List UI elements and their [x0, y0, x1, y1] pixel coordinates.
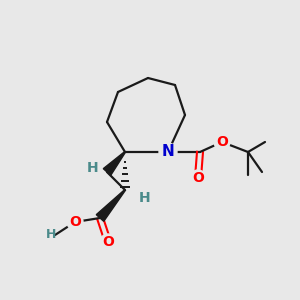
- Circle shape: [214, 134, 230, 150]
- Text: N: N: [162, 145, 174, 160]
- Polygon shape: [96, 190, 125, 221]
- Polygon shape: [103, 152, 125, 175]
- Text: H: H: [87, 161, 99, 175]
- Circle shape: [100, 234, 116, 250]
- Text: H: H: [46, 229, 56, 242]
- Text: H: H: [139, 191, 151, 205]
- Circle shape: [159, 143, 177, 161]
- Text: O: O: [69, 215, 81, 229]
- Circle shape: [67, 214, 83, 230]
- Text: O: O: [192, 171, 204, 185]
- Text: O: O: [216, 135, 228, 149]
- Circle shape: [190, 170, 206, 186]
- Text: O: O: [102, 235, 114, 249]
